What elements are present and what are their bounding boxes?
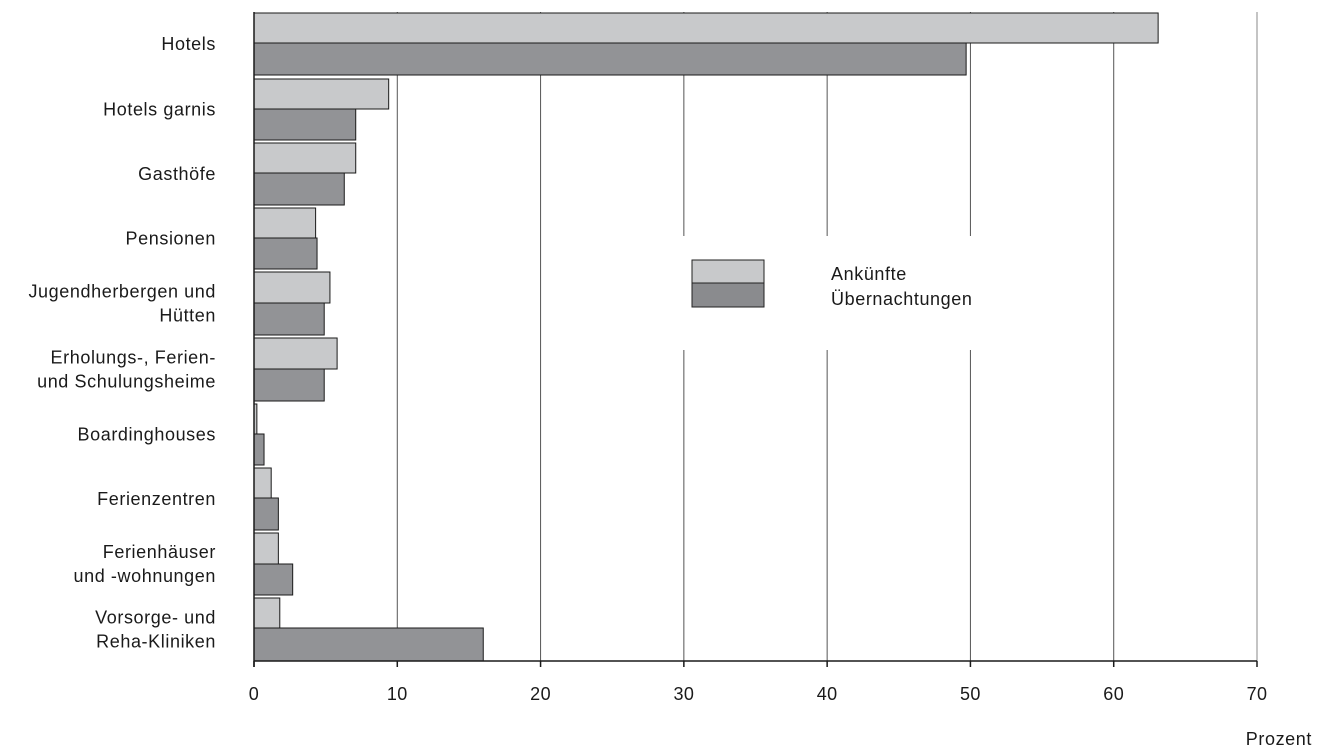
legend: Ankünfte Übernachtungen — [672, 236, 1028, 350]
legend-label-ankuenfte: Ankünfte — [831, 264, 907, 284]
bar-ankuenfte — [253, 12, 1159, 44]
category-label: Boardinghouses — [78, 425, 217, 445]
bar-ankuenfte — [253, 271, 331, 304]
x-tick-label: 60 — [1103, 684, 1124, 704]
bar-ankuenfte — [253, 532, 279, 565]
bar-uebernachtungen — [253, 563, 294, 596]
x-tick-label: 0 — [249, 684, 259, 704]
x-tick-label: 10 — [387, 684, 408, 704]
bar-uebernachtungen — [253, 368, 325, 402]
bar-uebernachtungen — [253, 108, 357, 141]
category-label: Hotels — [161, 34, 216, 54]
category-label: Ferienzentren — [97, 489, 216, 509]
bar-ankuenfte — [253, 597, 281, 629]
category-label: Hotels garnis — [103, 100, 216, 120]
bar-uebernachtungen — [253, 497, 279, 531]
bar-ankuenfte — [253, 207, 317, 239]
bar-ankuenfte — [253, 467, 272, 499]
x-tick-label: 30 — [673, 684, 694, 704]
legend-swatch-ankuenfte — [691, 259, 765, 284]
category-label: und Schulungsheime — [37, 372, 216, 392]
legend-label-uebernachtungen: Übernachtungen — [831, 289, 973, 309]
bars — [253, 12, 1159, 662]
bar-uebernachtungen — [253, 433, 265, 466]
x-tick-label: 20 — [530, 684, 551, 704]
category-label: Reha-Kliniken — [96, 632, 216, 652]
axes — [253, 12, 1258, 667]
category-labels: Hotels Hotels garnis Gasthöfe Pensionen Juge… — [28, 34, 217, 652]
category-label: Hütten — [159, 306, 216, 326]
category-label: Pensionen — [126, 229, 216, 249]
category-label: und -wohnungen — [73, 566, 216, 586]
bar-uebernachtungen — [253, 627, 484, 662]
bar-uebernachtungen — [253, 172, 345, 206]
category-label: Ferienhäuser — [103, 542, 216, 562]
category-label: Vorsorge- und — [95, 608, 216, 628]
x-tick-label: 40 — [817, 684, 838, 704]
tick-labels: 0 10 20 30 40 50 60 70 — [249, 684, 1268, 704]
bar-uebernachtungen — [253, 302, 325, 336]
bar-uebernachtungen — [253, 42, 967, 76]
bar-uebernachtungen — [253, 237, 318, 270]
bar-ankuenfte — [253, 337, 338, 370]
legend-swatch-uebernachtungen — [691, 282, 765, 308]
x-tick-label: 50 — [960, 684, 981, 704]
category-label: Jugendherbergen und — [28, 282, 216, 302]
bar-ankuenfte — [253, 78, 390, 110]
x-tick-label: 70 — [1247, 684, 1268, 704]
x-axis-unit-label: Prozent — [1246, 729, 1312, 749]
category-label: Erholungs-, Ferien- — [51, 348, 216, 368]
bar-ankuenfte — [253, 142, 357, 174]
category-label: Gasthöfe — [138, 164, 216, 184]
